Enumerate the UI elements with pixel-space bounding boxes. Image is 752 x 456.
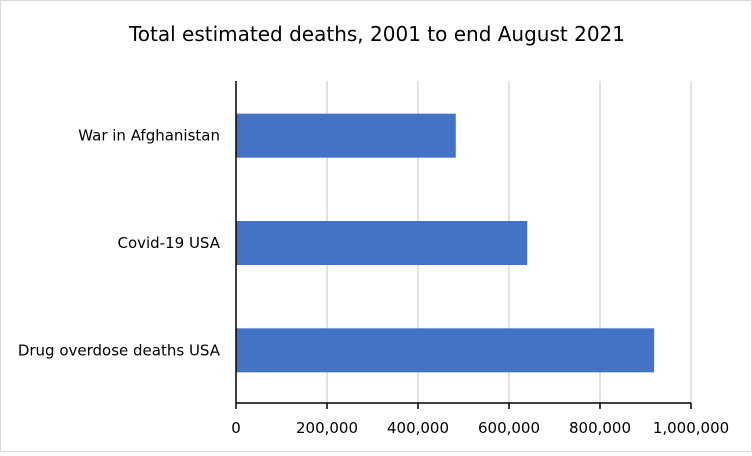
- chart-title: Total estimated deaths, 2001 to end Augu…: [128, 22, 625, 46]
- bar: [236, 113, 456, 158]
- category-label: War in Afghanistan: [78, 127, 220, 145]
- x-tick-label: 800,000: [569, 419, 631, 437]
- category-label: Covid-19 USA: [117, 234, 220, 252]
- bar: [236, 328, 655, 373]
- x-tick-label: 400,000: [387, 419, 449, 437]
- bar: [236, 221, 528, 265]
- x-tick-label: 600,000: [478, 419, 540, 437]
- x-tick-label: 200,000: [296, 419, 358, 437]
- category-label: Drug overdose deaths USA: [18, 341, 221, 359]
- x-tick-label: 1,000,000: [653, 419, 729, 437]
- x-tick-label: 0: [231, 419, 241, 437]
